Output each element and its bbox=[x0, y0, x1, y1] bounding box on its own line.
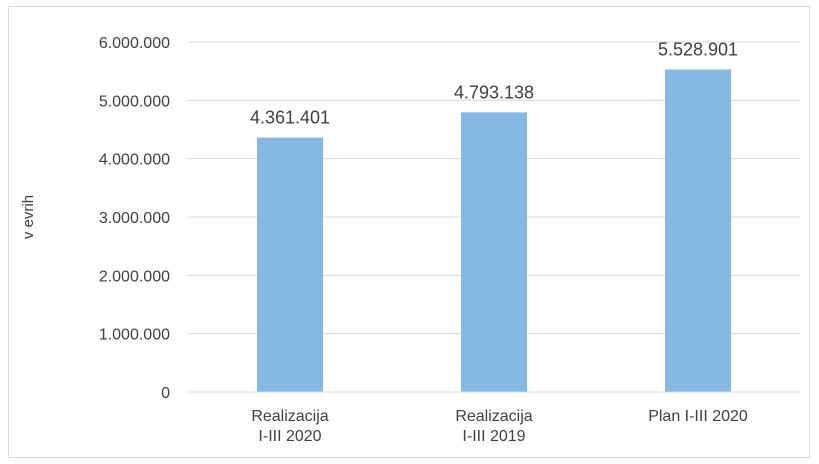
x-tick-label: I-III 2020 bbox=[258, 428, 321, 445]
data-label: 4.361.401 bbox=[250, 108, 330, 128]
x-tick-label: Realizacija bbox=[251, 408, 328, 425]
bars bbox=[257, 69, 731, 393]
x-tick-label: I-III 2019 bbox=[462, 428, 525, 445]
data-label: 5.528.901 bbox=[658, 39, 738, 59]
x-axis-ticks: Realizacija I-III 2020 Realizacija I-III 20… bbox=[251, 408, 748, 445]
y-tick-label: 1.000.000 bbox=[99, 327, 170, 344]
y-tick-label: 0 bbox=[161, 385, 170, 402]
y-axis-title: v evrih bbox=[20, 195, 37, 239]
y-tick-label: 2.000.000 bbox=[99, 268, 170, 285]
bar bbox=[257, 137, 323, 392]
y-tick-label: 3.000.000 bbox=[99, 210, 170, 227]
data-labels: 4.361.401 4.793.138 5.528.901 bbox=[250, 39, 738, 127]
bar bbox=[665, 69, 731, 392]
y-tick-label: 6.000.000 bbox=[99, 35, 170, 52]
bar bbox=[461, 112, 527, 393]
data-label: 4.793.138 bbox=[454, 82, 534, 102]
y-tick-label: 4.000.000 bbox=[99, 152, 170, 169]
y-tick-label: 5.000.000 bbox=[99, 93, 170, 110]
y-axis-ticks: 0 1.000.000 2.000.000 3.000.000 4.000.000 5.0… bbox=[99, 35, 170, 402]
x-tick-label: Plan I-III 2020 bbox=[648, 408, 748, 425]
x-tick-label: Realizacija bbox=[455, 408, 532, 425]
